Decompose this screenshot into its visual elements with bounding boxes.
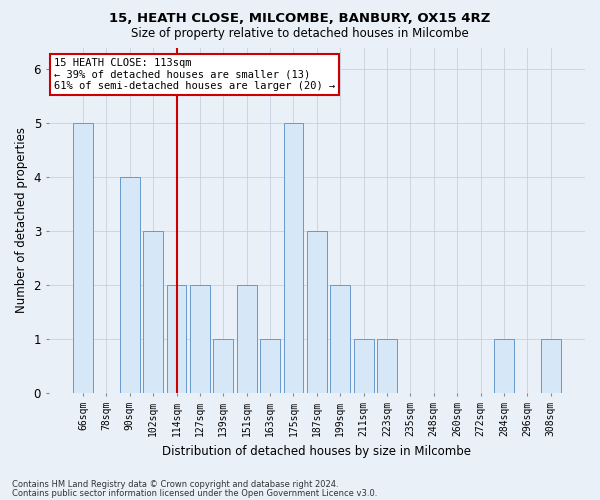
Bar — [284, 123, 304, 394]
Bar — [330, 285, 350, 394]
Bar — [237, 285, 257, 394]
Text: Contains HM Land Registry data © Crown copyright and database right 2024.: Contains HM Land Registry data © Crown c… — [12, 480, 338, 489]
Bar — [120, 177, 140, 394]
Bar — [214, 339, 233, 394]
X-axis label: Distribution of detached houses by size in Milcombe: Distribution of detached houses by size … — [163, 444, 472, 458]
Bar — [353, 339, 374, 394]
Bar — [260, 339, 280, 394]
Text: 15, HEATH CLOSE, MILCOMBE, BANBURY, OX15 4RZ: 15, HEATH CLOSE, MILCOMBE, BANBURY, OX15… — [109, 12, 491, 26]
Bar — [143, 231, 163, 394]
Bar — [494, 339, 514, 394]
Bar — [167, 285, 187, 394]
Bar — [377, 339, 397, 394]
Text: Contains public sector information licensed under the Open Government Licence v3: Contains public sector information licen… — [12, 488, 377, 498]
Bar — [73, 123, 93, 394]
Y-axis label: Number of detached properties: Number of detached properties — [15, 128, 28, 314]
Bar — [307, 231, 327, 394]
Text: 15 HEATH CLOSE: 113sqm
← 39% of detached houses are smaller (13)
61% of semi-det: 15 HEATH CLOSE: 113sqm ← 39% of detached… — [54, 58, 335, 91]
Text: Size of property relative to detached houses in Milcombe: Size of property relative to detached ho… — [131, 28, 469, 40]
Bar — [541, 339, 560, 394]
Bar — [190, 285, 210, 394]
